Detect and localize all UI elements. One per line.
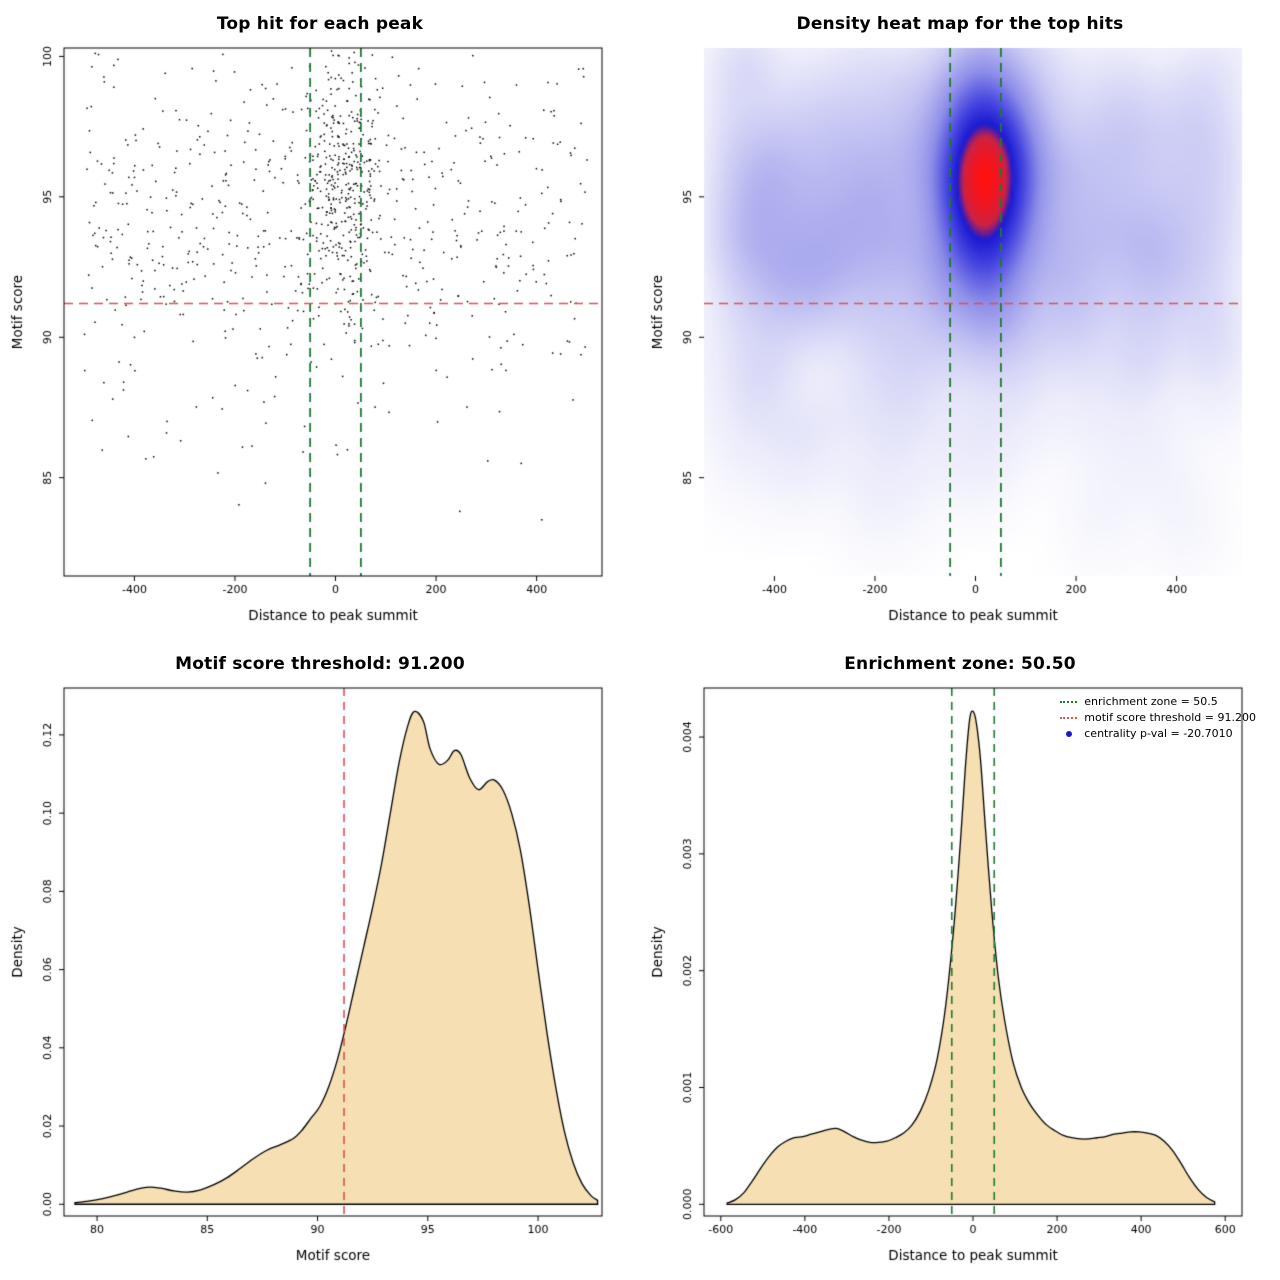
heatmap-title: Density heat map for the top hits (796, 14, 1124, 34)
centrality-pval-dot-icon (1066, 731, 1073, 737)
panel-heatmap: Density heat map for the top hits (640, 0, 1280, 640)
score-density-title: Motif score threshold: 91.200 (175, 654, 465, 674)
panel-distance-density: Enrichment zone: 50.50 enrichment zone =… (640, 640, 1280, 1280)
panel-scatter: Top hit for each peak (0, 0, 640, 640)
legend-item-score-threshold: motif score threshold = 91.200 (1060, 710, 1256, 726)
enrichment-zone-line-icon (1060, 701, 1078, 703)
legend-label: enrichment zone = 50.5 (1084, 695, 1218, 708)
distance-density-title: Enrichment zone: 50.50 (844, 654, 1076, 674)
panel-score-density: Motif score threshold: 91.200 (0, 640, 640, 1280)
heatmap-canvas (640, 0, 1280, 640)
score-threshold-line-icon (1060, 717, 1078, 719)
legend-label: motif score threshold = 91.200 (1084, 711, 1256, 724)
distance-density-canvas (640, 640, 1280, 1280)
legend-label: centrality p-val = -20.7010 (1084, 727, 1233, 740)
score-density-canvas (0, 640, 640, 1280)
legend-item-enrichment-zone: enrichment zone = 50.5 (1060, 694, 1256, 710)
plot-legend: enrichment zone = 50.5 motif score thres… (1060, 694, 1256, 742)
scatter-plot-canvas (0, 0, 640, 640)
legend-item-centrality-pval: centrality p-val = -20.7010 (1060, 726, 1256, 742)
scatter-title: Top hit for each peak (216, 14, 424, 34)
